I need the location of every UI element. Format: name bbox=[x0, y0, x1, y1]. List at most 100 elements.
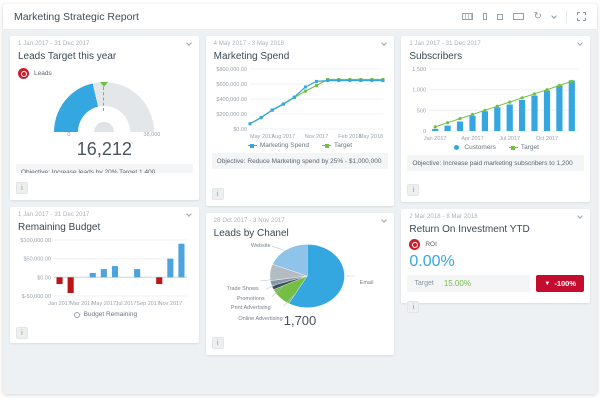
pie-label-promotions: Promotions bbox=[236, 296, 265, 302]
legend-label: Marketing Spend bbox=[259, 142, 310, 149]
leads-metric-icon bbox=[18, 68, 29, 79]
date-range: 2 Mar 2018 - 8 Mar 2018 bbox=[409, 214, 478, 220]
svg-text:500: 500 bbox=[417, 108, 426, 114]
info-button[interactable]: i bbox=[211, 188, 224, 200]
card-roi: 2 Mar 2018 - 8 Mar 2018 Return On Invest… bbox=[401, 209, 591, 313]
svg-text:$50,000.00: $50,000.00 bbox=[23, 257, 51, 263]
date-range: 1 Jan 2017 - 31 Dec 2017 bbox=[409, 41, 481, 47]
info-button[interactable]: i bbox=[211, 337, 224, 349]
svg-text:$800,000.00: $800,000.00 bbox=[216, 67, 247, 73]
date-range: 28 Oct 2017 - 3 Nov 2017 bbox=[213, 218, 285, 224]
tablet-preview-icon[interactable] bbox=[496, 13, 503, 20]
leads-gauge: 0 38,000 16,212 bbox=[10, 82, 199, 160]
spend-line-chart: $800,000.00 $600,000.00 $400,000.00 $200,00… bbox=[214, 65, 387, 140]
gauge-target-marker bbox=[99, 82, 108, 111]
svg-text:Mar 2017: Mar 2017 bbox=[70, 301, 93, 306]
legend-label: Target bbox=[520, 144, 539, 151]
collapse-chevron-icon[interactable] bbox=[577, 40, 583, 46]
gauge-max-label: 38,000 bbox=[143, 132, 161, 138]
card-leads-target: 1 Jan 2017 - 31 Dec 2017 Leads Target th… bbox=[10, 36, 199, 200]
objective-bar: Objective: Reduce Marketing spend by 25%… bbox=[211, 153, 389, 169]
svg-text:$600,000.00: $600,000.00 bbox=[216, 82, 247, 88]
roi-value: 0.00% bbox=[409, 253, 455, 270]
svg-text:$400,000.00: $400,000.00 bbox=[216, 97, 247, 103]
leads-metric-label: Leads bbox=[34, 70, 52, 77]
svg-text:$0.00: $0.00 bbox=[233, 127, 247, 133]
page-title: Marketing Strategic Report bbox=[14, 10, 139, 23]
svg-text:$0.00: $0.00 bbox=[37, 275, 51, 281]
collapse-chevron-icon[interactable] bbox=[185, 40, 192, 46]
fullscreen-icon[interactable] bbox=[577, 12, 586, 21]
dashboard: Marketing Strategic Report ↻ 1 Jan 2017 … bbox=[3, 4, 597, 394]
svg-text:Nov 2017: Nov 2017 bbox=[304, 134, 328, 139]
pie-slices bbox=[269, 244, 345, 308]
svg-text:0: 0 bbox=[423, 129, 426, 135]
collapse-chevron-icon[interactable] bbox=[381, 217, 388, 223]
down-arrow-icon: ▼ bbox=[544, 280, 551, 287]
info-button[interactable]: i bbox=[16, 182, 28, 194]
spend-legend: Marketing Spend Target bbox=[206, 139, 395, 149]
refresh-icon[interactable]: ↻ bbox=[533, 10, 542, 22]
pie-label-online-advertising: Online Advertising bbox=[238, 316, 283, 322]
budget-legend: Budget Remaining bbox=[10, 308, 199, 318]
subscribers-bar-chart: 1,500 1,000 500 0 Jan 2017 Apr 2017 Jul 2017 Oc… bbox=[409, 65, 582, 142]
svg-text:Aug 2017: Aug 2017 bbox=[271, 134, 295, 139]
info-button[interactable]: i bbox=[407, 184, 420, 196]
widget-title: Subscribers bbox=[409, 51, 463, 62]
mobile-preview-icon[interactable] bbox=[482, 13, 487, 20]
tv-preview-icon[interactable] bbox=[512, 13, 524, 20]
marketing-spend-marker bbox=[247, 143, 257, 148]
column-1: 1 Jan 2017 - 31 Dec 2017 Leads Target th… bbox=[10, 36, 199, 355]
collapse-chevron-icon[interactable] bbox=[185, 211, 192, 217]
card-remaining-budget: 1 Jan 2017 - 31 Dec 2017 Remaining Budge… bbox=[10, 207, 199, 343]
svg-text:Jan 2017: Jan 2017 bbox=[424, 136, 447, 141]
date-range: 1 Jan 2017 - 31 Dec 2017 bbox=[18, 212, 90, 218]
widget-title: Leads by Chanel bbox=[213, 228, 289, 239]
legend-label: Budget Remaining bbox=[83, 311, 138, 318]
roi-metric-label: ROI bbox=[425, 241, 437, 248]
subscribers-legend: Customers Target bbox=[401, 141, 590, 151]
roi-change-badge[interactable]: ▼ -100% bbox=[536, 275, 585, 292]
gauge-value: 16,212 bbox=[76, 139, 132, 159]
svg-text:Apr 2017: Apr 2017 bbox=[462, 136, 484, 141]
svg-text:May 2017: May 2017 bbox=[92, 301, 116, 306]
budget-remaining-marker bbox=[72, 312, 81, 318]
card-leads-by-chanel: 28 Oct 2017 - 3 Nov 2017 Leads by Chanel… bbox=[205, 213, 395, 355]
svg-text:Feb 2018: Feb 2018 bbox=[338, 134, 361, 139]
pie-total: 1,700 bbox=[283, 313, 317, 328]
budget-bar-chart: $100,000.00 $50,000.00 $0.00 $-50,000.00 Jan… bbox=[18, 236, 191, 308]
gauge-hub bbox=[94, 122, 115, 132]
pie-label-print-advertising: Print Advertising bbox=[230, 305, 271, 311]
chevron-down-icon[interactable] bbox=[551, 12, 557, 19]
collapse-chevron-icon[interactable] bbox=[381, 40, 388, 46]
pie-connectors bbox=[259, 245, 355, 307]
card-marketing-spend: 4 May 2017 - 3 May 2018 Marketing Spend … bbox=[205, 36, 395, 206]
pie-label-trade-shows: Trade Shows bbox=[226, 286, 259, 292]
legend-label: Customers bbox=[464, 144, 496, 151]
svg-text:1,500: 1,500 bbox=[413, 67, 427, 73]
svg-text:$-50,000.00: $-50,000.00 bbox=[22, 294, 51, 300]
svg-text:Jan 2017: Jan 2017 bbox=[48, 301, 71, 306]
gauge-arc bbox=[54, 82, 155, 132]
svg-text:Sep 2017: Sep 2017 bbox=[136, 301, 160, 306]
svg-text:Jul 2017: Jul 2017 bbox=[500, 136, 521, 141]
info-button[interactable]: i bbox=[407, 301, 420, 313]
target-marker bbox=[322, 143, 332, 148]
legend-label: Target bbox=[334, 142, 353, 149]
column-3: 1 Jan 2017 - 31 Dec 2017 Subscribers 1,5… bbox=[401, 36, 591, 355]
svg-text:Nov 2017: Nov 2017 bbox=[159, 301, 183, 306]
date-range: 1 Jan 2017 - 31 Dec 2017 bbox=[18, 41, 90, 47]
target-label: Target bbox=[414, 280, 434, 287]
pie-label-website: Website bbox=[250, 243, 271, 249]
svg-text:May 2017: May 2017 bbox=[250, 134, 274, 139]
info-button[interactable]: i bbox=[16, 327, 28, 339]
roi-metric-icon bbox=[409, 239, 421, 250]
target-marker bbox=[508, 145, 518, 150]
roi-change-value: -100% bbox=[554, 279, 577, 288]
desktop-preview-icon[interactable] bbox=[461, 13, 473, 20]
card-subscribers: 1 Jan 2017 - 31 Dec 2017 Subscribers 1,5… bbox=[401, 36, 591, 202]
widget-title: Marketing Spend bbox=[213, 51, 290, 62]
collapse-chevron-icon[interactable] bbox=[577, 213, 583, 219]
column-2: 4 May 2017 - 3 May 2018 Marketing Spend … bbox=[205, 36, 395, 355]
customers-marker bbox=[452, 145, 461, 150]
